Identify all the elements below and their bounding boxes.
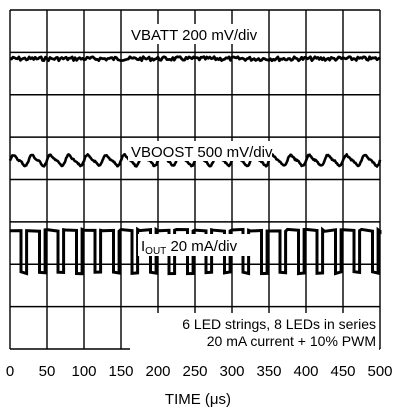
- svg-text:IOUT 20 mA/div: IOUT 20 mA/div: [141, 238, 238, 257]
- vbatt-label: VBATT 200 mV/div: [128, 24, 258, 44]
- vboost-label-bg: [128, 141, 272, 161]
- x-tick-label: 100: [71, 363, 96, 380]
- x-tick-labels: 0 50 100 150 200 250 300 350 400 450 500: [6, 363, 393, 380]
- x-tick-label: 300: [219, 363, 244, 380]
- annotation-line-1: 6 LED strings, 8 LEDs in series: [182, 316, 376, 332]
- iout-label-tail: 20 mA/div: [166, 238, 237, 255]
- x-tick-label: 400: [293, 363, 318, 380]
- x-tick-label: 200: [145, 363, 170, 380]
- iout-label-main: I: [141, 238, 145, 255]
- x-tick-label: 250: [182, 363, 207, 380]
- x-tick-label: 450: [330, 363, 355, 380]
- iout-trace: [9, 226, 382, 276]
- iout-label-sub: OUT: [145, 246, 166, 257]
- annotation-bg: [130, 313, 379, 350]
- x-tick-label: 350: [256, 363, 281, 380]
- annotation-box: 6 LED strings, 8 LEDs in series 20 mA cu…: [130, 313, 379, 350]
- iout-label-bg: [138, 234, 260, 256]
- vbatt-trace: [9, 55, 381, 63]
- x-tick-label: 0: [6, 363, 14, 380]
- chart-grid: [9, 9, 381, 350]
- vbatt-label-text: VBATT 200 mV/div: [131, 27, 258, 44]
- x-tick-label: 500: [367, 363, 392, 380]
- x-tick-label: 150: [108, 363, 133, 380]
- iout-label: IOUT 20 mA/div: [138, 234, 260, 257]
- x-axis-label: TIME (μs): [165, 391, 231, 408]
- vbatt-label-bg: [128, 24, 258, 44]
- vboost-label-text: VBOOST 500 mV/div: [131, 144, 273, 161]
- x-tick-label: 50: [39, 363, 56, 380]
- vboost-label: VBOOST 500 mV/div: [128, 141, 273, 161]
- annotation-line-2: 20 mA current + 10% PWM: [207, 333, 376, 349]
